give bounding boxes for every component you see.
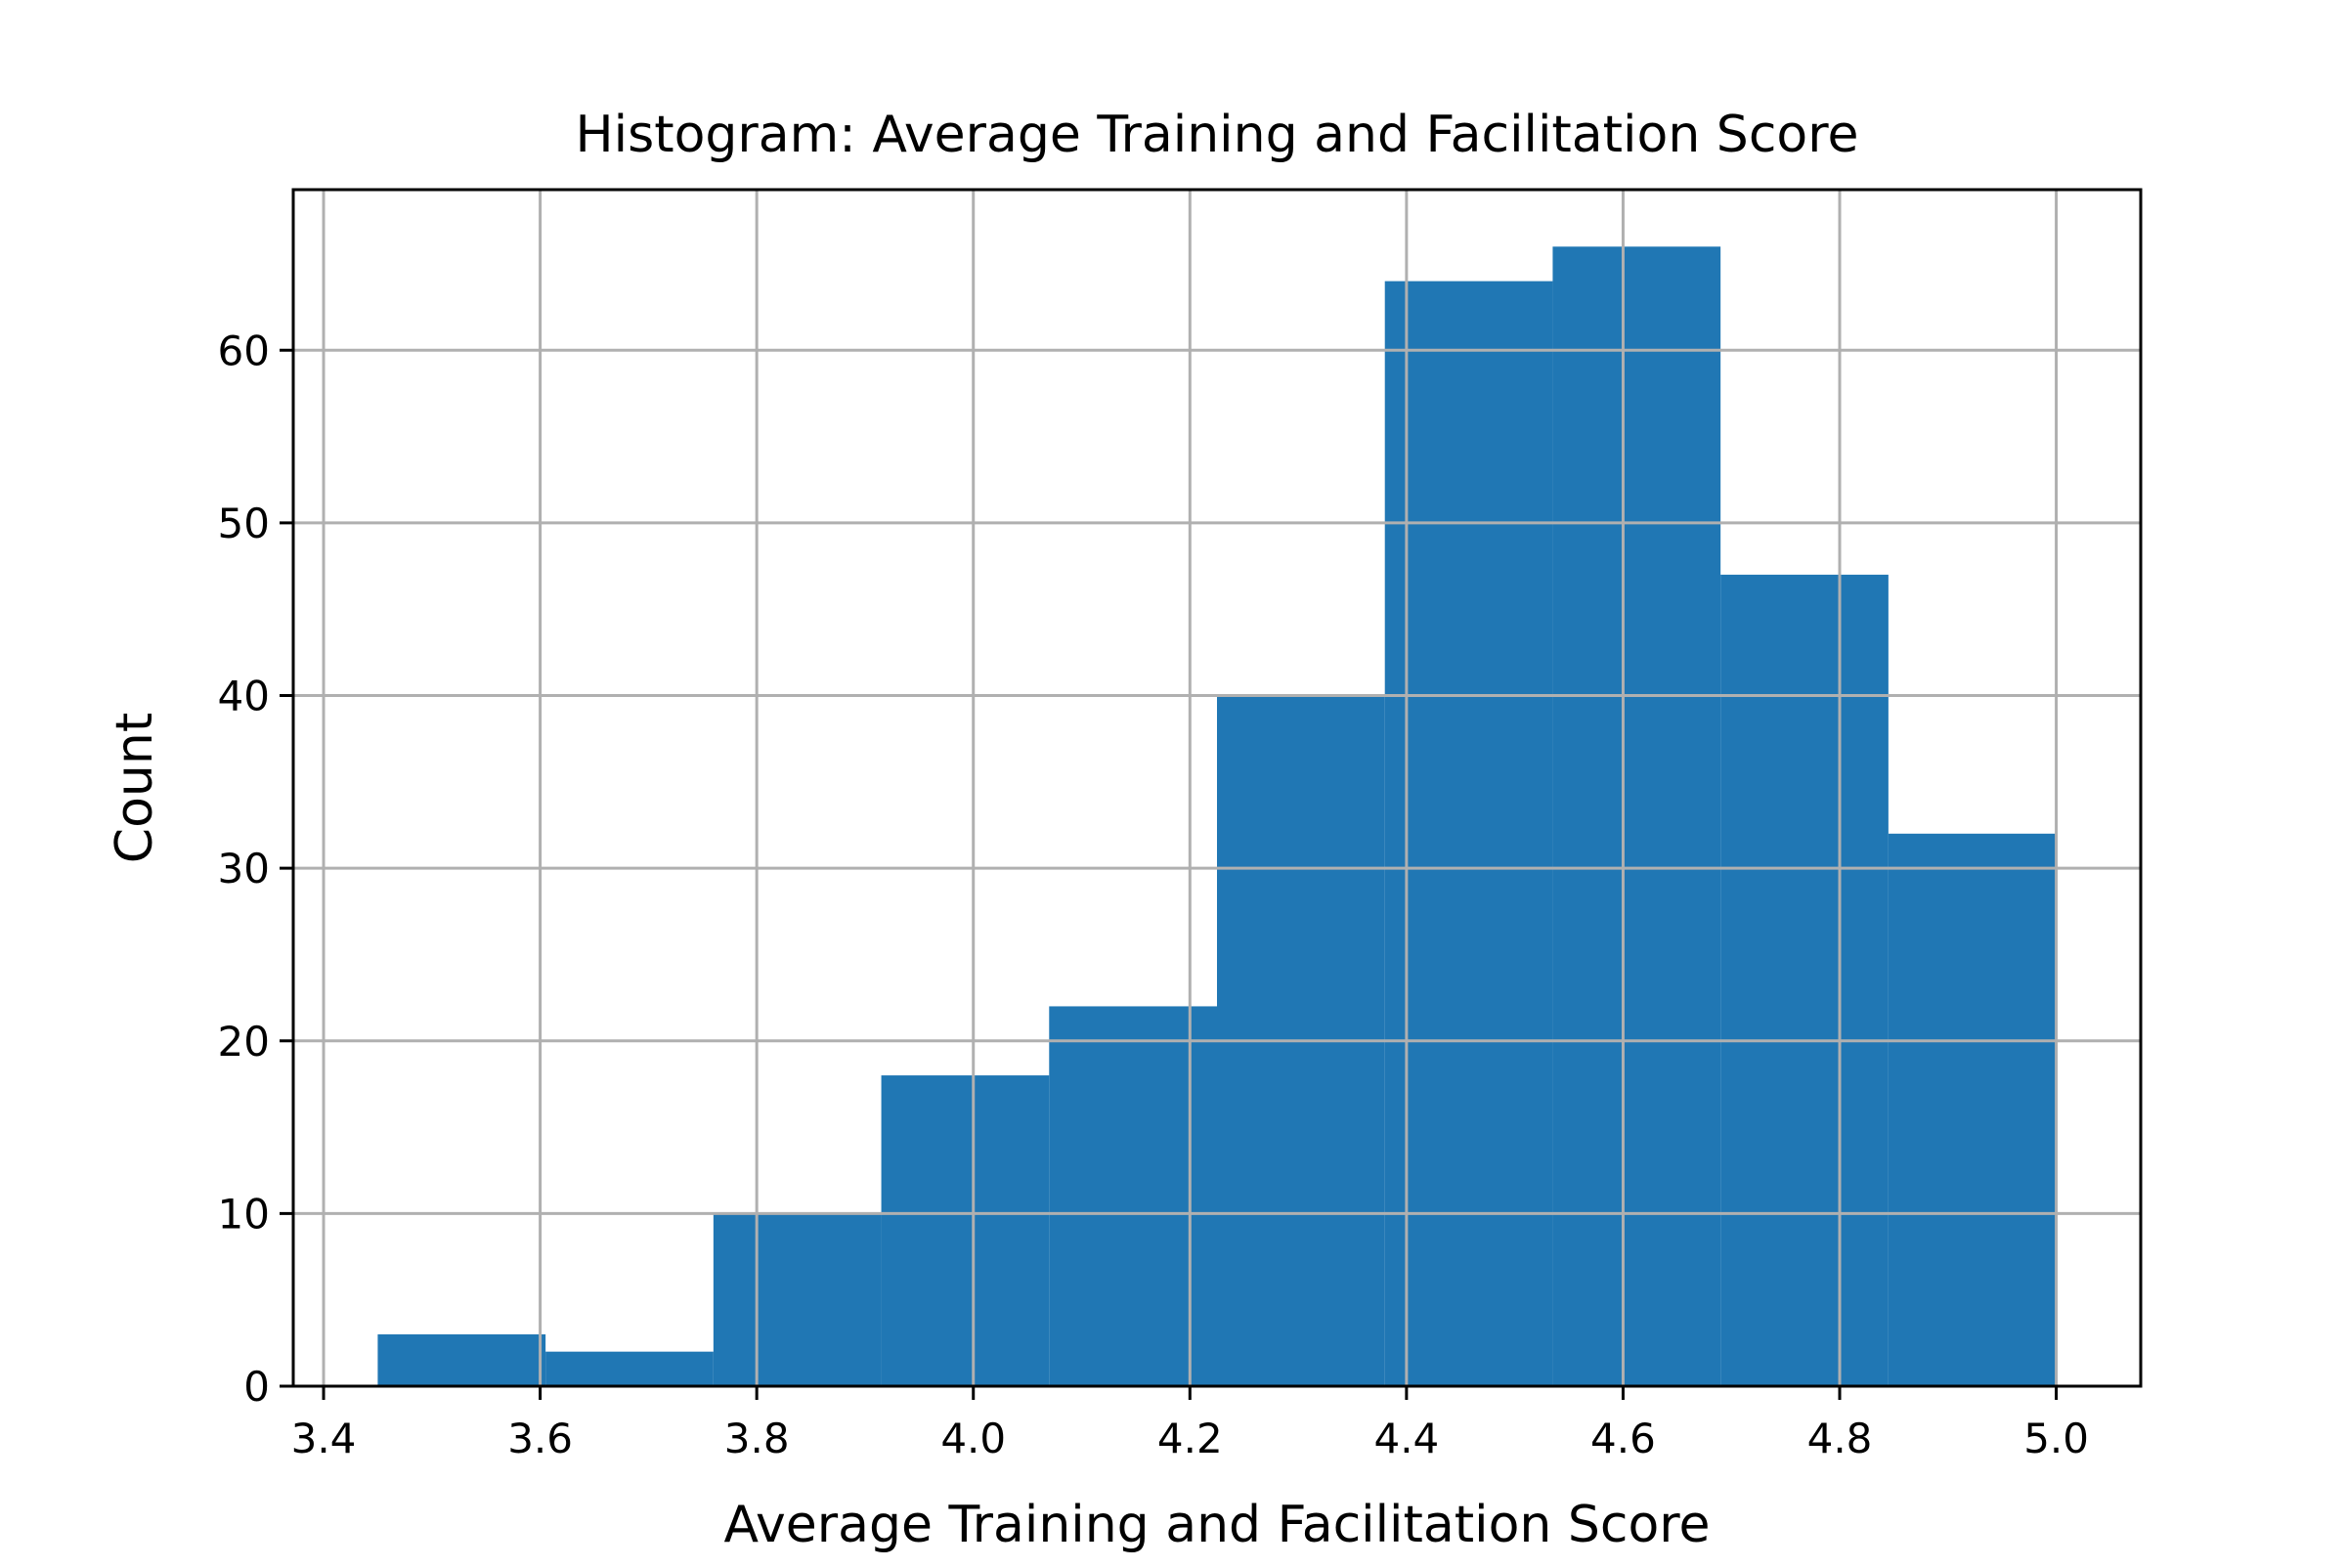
x-tick-label: 3.6 xyxy=(507,1415,573,1462)
histogram-bar xyxy=(1552,246,1721,1386)
x-tick-label: 4.4 xyxy=(1373,1415,1439,1462)
x-tick-label: 4.6 xyxy=(1590,1415,1656,1462)
bars-layer xyxy=(377,246,2057,1387)
y-tick-label: 10 xyxy=(218,1190,270,1238)
histogram-bar xyxy=(545,1351,714,1386)
y-tick-label: 0 xyxy=(243,1363,270,1411)
ticks-layer: 3.4 3.6 3.8 4.0 4.2 4.4 4.6 4.8 5.0 0 10 20 30 40 50 60 xyxy=(218,327,2089,1462)
histogram-bar xyxy=(1888,833,2057,1386)
y-tick-label: 30 xyxy=(218,845,270,893)
grid-front-layer xyxy=(293,190,2141,1388)
histogram-bar xyxy=(713,1213,882,1386)
x-tick-label: 3.8 xyxy=(724,1415,790,1462)
x-tick-label: 4.2 xyxy=(1157,1415,1223,1462)
y-axis-label: Count xyxy=(106,713,164,863)
y-tick-label: 40 xyxy=(218,673,270,720)
histogram-bar xyxy=(1720,574,1889,1386)
histogram-bar xyxy=(881,1075,1050,1386)
x-tick-label: 5.0 xyxy=(2023,1415,2089,1462)
x-tick-label: 3.4 xyxy=(291,1415,357,1462)
x-tick-label: 4.8 xyxy=(1807,1415,1873,1462)
histogram-bar xyxy=(1384,281,1553,1387)
x-tick-label: 4.0 xyxy=(940,1415,1006,1462)
y-tick-label: 60 xyxy=(218,327,270,374)
y-tick-label: 50 xyxy=(218,500,270,547)
x-axis-label: Average Training and Facilitation Score xyxy=(723,1496,1710,1554)
histogram-bar xyxy=(377,1334,546,1386)
histogram-bar xyxy=(1049,1006,1217,1386)
y-tick-label: 20 xyxy=(218,1018,270,1066)
chart-title: Histogram: Average Training and Facilita… xyxy=(576,106,1859,164)
plot-frame xyxy=(291,188,2143,1388)
